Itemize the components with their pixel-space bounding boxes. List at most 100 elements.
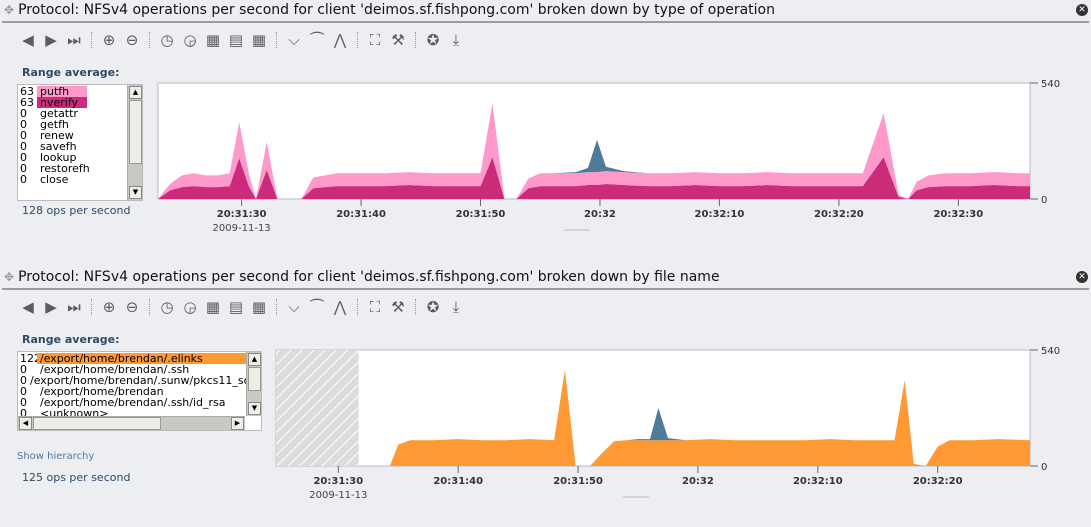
zoom-out-icon[interactable]: ⊖ (125, 298, 139, 316)
y-tick-label: 0 (1041, 462, 1047, 473)
series-area-other[interactable] (158, 103, 1030, 199)
title-text: Protocol: NFSv4 operations per second fo… (18, 2, 775, 18)
scroll-left-icon[interactable]: ◀ (19, 417, 32, 430)
palette-icon[interactable]: ✪ (426, 298, 440, 316)
legend-item[interactable]: 0 getattr (18, 108, 142, 119)
scroll-up-icon[interactable]: ▲ (248, 353, 261, 366)
legend-item[interactable]: 0 renew (18, 130, 142, 141)
legend-item[interactable]: 0 savefh (18, 141, 142, 152)
line-low-icon[interactable]: ⌵ (288, 31, 300, 49)
table-full-icon[interactable]: ▦ (251, 298, 267, 316)
table-full-icon[interactable]: ▦ (251, 31, 267, 49)
legend-item[interactable]: 0 getfh (18, 119, 142, 130)
line-low-icon[interactable]: ⌵ (288, 298, 300, 316)
table-icon[interactable]: ▦ (205, 298, 221, 316)
item-value: 0 (20, 162, 27, 175)
back-icon[interactable]: ◀ (22, 31, 34, 49)
last-icon[interactable]: ⏭ (67, 298, 81, 316)
table-alt-icon[interactable]: ▤ (228, 31, 244, 49)
forward-icon[interactable]: ▶ (45, 298, 57, 316)
series-area-named[interactable] (358, 369, 1030, 466)
line-mid-icon[interactable]: ⏜ (309, 31, 325, 49)
scrollbar[interactable]: ▲ ▼ (246, 352, 261, 416)
move-icon[interactable]: ✥ (4, 3, 15, 17)
divider (2, 288, 1089, 290)
fullscreen-icon[interactable]: ⛶ (369, 31, 381, 49)
item-name: getfh (40, 118, 69, 131)
scroll-up-icon[interactable]: ▲ (129, 86, 142, 99)
horizontal-scrollbar[interactable]: ◀ ▶ (18, 416, 245, 430)
table-icon[interactable]: ▦ (205, 31, 221, 49)
download-icon[interactable]: ⤓ (452, 298, 460, 316)
palette-icon[interactable]: ✪ (426, 31, 440, 49)
legend-item[interactable]: 0 <unknown> (18, 408, 246, 418)
scroll-right-icon[interactable]: ▶ (231, 417, 244, 430)
toolbar-separator (91, 299, 92, 315)
chart[interactable]: 540 0 20:31:30 20:31:40 20:31:50 20:32 20:32:1… (0, 0, 1091, 260)
legend-item[interactable]: 0/export/home/brendan/.ssh (18, 364, 246, 375)
scroll-down-icon[interactable]: ▼ (129, 186, 142, 199)
download-icon[interactable]: ⤓ (452, 31, 460, 49)
scrollbar[interactable]: ▲ ▼ (127, 85, 142, 200)
x-tick-label: 20:31:40 (336, 209, 386, 220)
series-area-named[interactable] (158, 157, 1030, 199)
legend-item[interactable]: 0 lookup (18, 152, 142, 163)
ops-total: 128 ops per second (22, 204, 131, 217)
mountain-icon[interactable]: ⋀ (333, 31, 347, 49)
series-area-named[interactable] (158, 103, 1030, 199)
y-tick-label: 0 (1041, 195, 1047, 206)
item-name: lookup (40, 151, 77, 164)
legend-item[interactable]: 63 nverify (18, 97, 142, 108)
zoom-in-icon[interactable]: ⊕ (102, 31, 116, 49)
chart[interactable]: 540 0 20:31:30 20:31:40 20:31:50 20:32 20:32:1… (0, 267, 1091, 527)
legend-item[interactable]: 0 close (18, 174, 142, 185)
item-value: 0 (20, 385, 27, 398)
line-mid-icon[interactable]: ⏜ (309, 298, 325, 316)
zoom-out-icon[interactable]: ⊖ (125, 31, 139, 49)
last-icon[interactable]: ⏭ (67, 31, 81, 49)
close-icon[interactable]: ✕ (1076, 271, 1088, 283)
drill-icon[interactable]: ⚒ (391, 298, 405, 316)
item-value: 63 (20, 85, 34, 98)
legend-item[interactable]: 0 restorefh (18, 163, 142, 174)
legend-list[interactable]: 63 putfh 63 nverify 0 getattr 0 getfh 0 renew 0 sav… (17, 84, 143, 201)
toolbar: ◀ ▶ ⏭ ⊕ ⊖ ◷ ◶ ▦ ▤ ▦ ⌵ ⏜ ⋀ ⛶ ⚒ ✪ ⤓ (18, 297, 466, 317)
drill-icon[interactable]: ⚒ (391, 31, 405, 49)
date-label: 2009-11-13 (309, 490, 367, 501)
clock-back-icon[interactable]: ◷ (160, 298, 174, 316)
legend-item[interactable]: 0/export/home/brendan/.ssh/id_rsa (18, 397, 246, 408)
legend-list[interactable]: 122/export/home/brendan/.elinks 0/export/… (17, 351, 262, 431)
table-alt-icon[interactable]: ▤ (228, 298, 244, 316)
scroll-thumb-h[interactable] (33, 417, 161, 430)
legend-item[interactable]: 0/export/home/brendan/.sunw/pkcs11_sof (18, 375, 246, 386)
clock-back-icon[interactable]: ◷ (160, 31, 174, 49)
item-name: close (40, 173, 69, 186)
back-icon[interactable]: ◀ (22, 298, 34, 316)
toolbar-separator (276, 32, 277, 48)
legend-item[interactable]: 63 putfh (18, 86, 142, 97)
item-name: renew (40, 129, 74, 142)
scroll-thumb[interactable] (129, 100, 142, 164)
fullscreen-icon[interactable]: ⛶ (369, 298, 381, 316)
close-icon[interactable]: ✕ (1076, 4, 1088, 16)
mountain-icon[interactable]: ⋀ (333, 298, 347, 316)
clock-icon[interactable]: ◶ (183, 31, 197, 49)
title-text: Protocol: NFSv4 operations per second fo… (18, 269, 720, 285)
scroll-down-icon[interactable]: ▼ (248, 402, 261, 415)
move-icon[interactable]: ✥ (4, 270, 15, 284)
item-name: /export/home/brendan/.ssh/id_rsa (40, 396, 226, 409)
x-tick-label: 20:32:20 (814, 209, 864, 220)
toolbar-separator (149, 32, 150, 48)
zoom-in-icon[interactable]: ⊕ (102, 298, 116, 316)
legend-item[interactable]: 122/export/home/brendan/.elinks (18, 353, 246, 364)
clock-icon[interactable]: ◶ (183, 298, 197, 316)
scroll-thumb[interactable] (248, 367, 261, 391)
item-name: nverify (37, 97, 87, 108)
item-value: 0 (20, 129, 27, 142)
toolbar-separator (91, 32, 92, 48)
item-value: 0 (20, 140, 27, 153)
show-hierarchy-link[interactable]: Show hierarchy (17, 451, 95, 462)
forward-icon[interactable]: ▶ (45, 31, 57, 49)
item-name: /export/home/brendan (40, 385, 164, 398)
legend-item[interactable]: 0/export/home/brendan (18, 386, 246, 397)
